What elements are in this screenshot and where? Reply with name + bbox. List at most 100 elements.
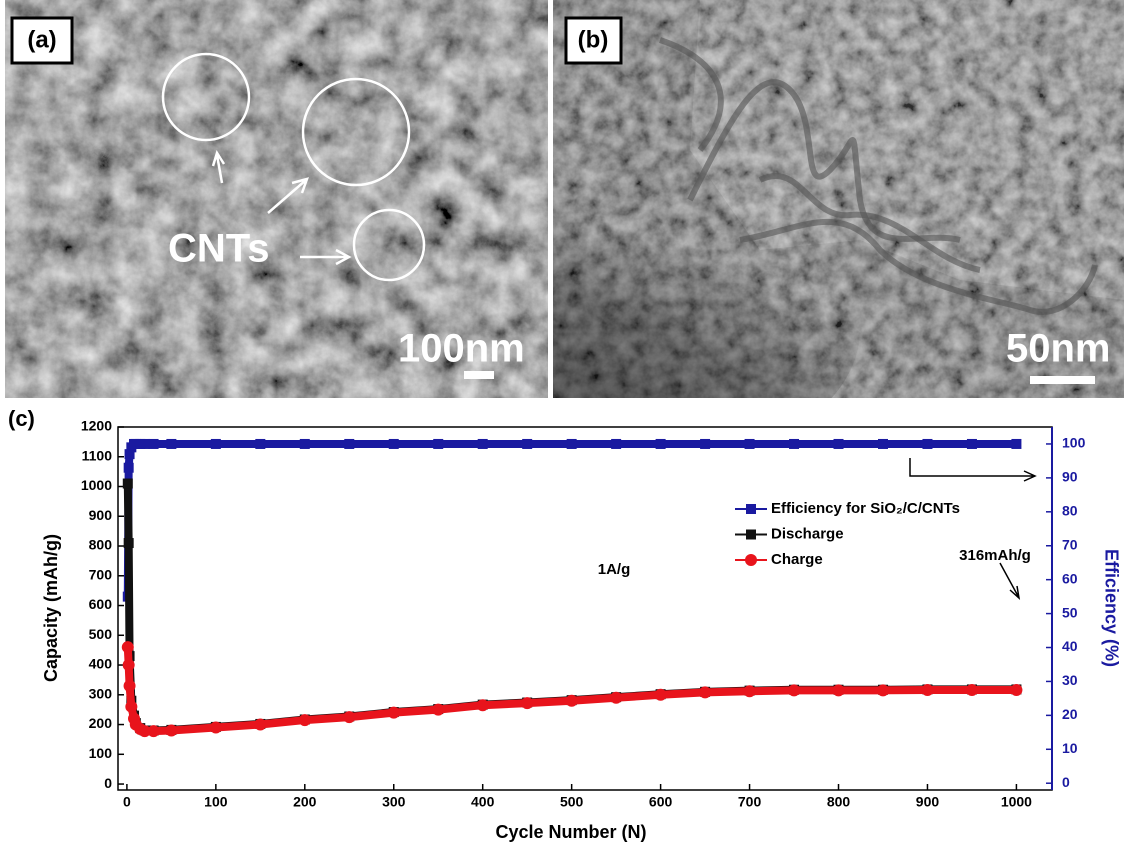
- marker: [478, 439, 488, 449]
- marker: [123, 659, 135, 671]
- marker: [521, 697, 533, 709]
- annotation-arrows: [910, 458, 1035, 598]
- x-axis-title: Cycle Number (N): [495, 822, 646, 842]
- y-tick-label: 400: [89, 656, 113, 672]
- x-tick-label: 700: [738, 794, 762, 810]
- x-tick-label: 900: [916, 794, 940, 810]
- marker: [878, 439, 888, 449]
- y-tick-label: 1000: [81, 477, 112, 493]
- x-tick-label: 300: [382, 794, 406, 810]
- marker: [122, 641, 134, 653]
- marker: [433, 439, 443, 449]
- x-tick-label: 600: [649, 794, 673, 810]
- marker: [432, 704, 444, 716]
- marker: [700, 439, 710, 449]
- y-tick-label: 1100: [82, 447, 113, 463]
- panel-label: (b): [578, 26, 609, 53]
- marker: [254, 719, 266, 731]
- marker: [300, 439, 310, 449]
- y-tick-label: 800: [89, 537, 113, 553]
- marker: [966, 684, 978, 696]
- marker: [140, 439, 150, 449]
- scale-bar-label: 100nm: [398, 327, 525, 371]
- marker: [389, 439, 399, 449]
- legend-marker: [746, 530, 756, 540]
- marker: [745, 439, 755, 449]
- marker: [148, 725, 160, 737]
- marker: [166, 439, 176, 449]
- y-tick-label: 500: [89, 626, 113, 642]
- marker: [834, 439, 844, 449]
- marker: [567, 439, 577, 449]
- figure: (a) CNTs 100nm (b) 50nm (c) Cycle Number…: [0, 0, 1124, 847]
- marker: [124, 538, 134, 548]
- y-tick-label: 200: [89, 715, 113, 731]
- marker: [343, 711, 355, 723]
- x-tick-label: 400: [471, 794, 495, 810]
- x-tick-label: 100: [204, 794, 228, 810]
- marker: [124, 680, 136, 692]
- y-tick-label: 100: [89, 745, 113, 761]
- marker: [967, 439, 977, 449]
- marker: [388, 707, 400, 719]
- marker: [788, 684, 800, 696]
- y2-tick-label: 10: [1062, 740, 1078, 756]
- x-tick-label: 1000: [1001, 794, 1032, 810]
- marker: [124, 463, 134, 473]
- y2-tick-label: 70: [1062, 536, 1078, 552]
- marker: [211, 439, 221, 449]
- y2-tick-label: 90: [1062, 469, 1078, 485]
- y2-tick-label: 0: [1062, 774, 1070, 790]
- marker: [125, 701, 137, 713]
- marker: [566, 695, 578, 707]
- series-line: [128, 444, 1017, 597]
- y2-tick-label: 80: [1062, 503, 1078, 519]
- legend-label: Efficiency for SiO₂/C/CNTs: [771, 500, 960, 517]
- legend-label: Charge: [771, 551, 823, 568]
- micrograph-a: (a) CNTs 100nm: [5, 0, 548, 398]
- marker: [922, 439, 932, 449]
- panel-label: (c): [8, 406, 35, 431]
- scale-bar-label: 50nm: [1006, 327, 1111, 371]
- y2-tick-label: 20: [1062, 706, 1078, 722]
- y-axis-title: Capacity (mAh/g): [41, 534, 61, 682]
- marker: [477, 699, 489, 711]
- y-tick-label: 300: [89, 685, 113, 701]
- panel-label: (a): [27, 26, 56, 53]
- marker: [611, 439, 621, 449]
- annotation: 1A/g: [598, 561, 631, 578]
- annotation: CNTs: [168, 227, 269, 271]
- y-tick-label: 0: [104, 775, 112, 791]
- marker: [833, 684, 845, 696]
- x-tick-label: 800: [827, 794, 851, 810]
- marker: [255, 439, 265, 449]
- y2-tick-label: 50: [1062, 604, 1078, 620]
- marker: [699, 686, 711, 698]
- y2-tick-label: 40: [1062, 638, 1078, 654]
- y-tick-label: 900: [89, 507, 113, 523]
- legend-marker: [745, 554, 757, 566]
- marker: [610, 692, 622, 704]
- marker: [877, 684, 889, 696]
- y2-tick-label: 60: [1062, 570, 1078, 586]
- y2-tick-label: 100: [1062, 435, 1086, 451]
- marker: [149, 439, 159, 449]
- y-tick-label: 600: [89, 596, 113, 612]
- y-tick-label: 1200: [81, 418, 112, 434]
- marker: [656, 439, 666, 449]
- marker: [344, 439, 354, 449]
- legend-label: Discharge: [771, 525, 844, 542]
- annotation: 316mAh/g: [959, 547, 1031, 564]
- legend-marker: [746, 504, 756, 514]
- marker: [921, 684, 933, 696]
- marker: [299, 714, 311, 726]
- plot-frame: [118, 427, 1052, 790]
- marker: [123, 479, 133, 489]
- y2-axis-title: Efficiency (%): [1101, 549, 1121, 667]
- x-tick-label: 500: [560, 794, 584, 810]
- y2-tick-label: 30: [1062, 672, 1078, 688]
- marker: [789, 439, 799, 449]
- marker: [210, 722, 222, 734]
- marker: [522, 439, 532, 449]
- marker: [165, 724, 177, 736]
